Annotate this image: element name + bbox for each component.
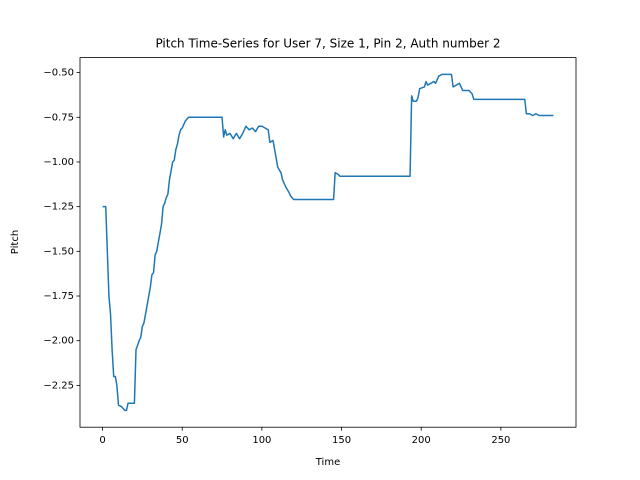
- x-tick-label: 0: [99, 435, 105, 446]
- x-tick-label: 50: [176, 435, 189, 446]
- y-tick-label: −2.00: [43, 336, 74, 347]
- y-tick-label: −1.75: [43, 291, 74, 302]
- y-tick-label: −1.00: [43, 157, 74, 168]
- y-tick-label: −2.25: [43, 380, 74, 391]
- y-tick-label: −1.25: [43, 202, 74, 213]
- y-tick-label: −1.50: [43, 246, 74, 257]
- x-axis-label: Time: [315, 457, 340, 468]
- x-tick-label: 100: [252, 435, 271, 446]
- x-tick-label: 150: [332, 435, 351, 446]
- x-tick-label: 200: [412, 435, 431, 446]
- chart-title: Pitch Time-Series for User 7, Size 1, Pi…: [155, 37, 500, 51]
- y-tick-label: −0.75: [43, 112, 74, 123]
- y-tick-label: −0.50: [43, 68, 74, 79]
- data-line: [102, 73, 554, 412]
- y-axis-label: Pitch: [10, 230, 21, 254]
- x-tick-label: 250: [491, 435, 510, 446]
- plot-frame: [79, 57, 577, 428]
